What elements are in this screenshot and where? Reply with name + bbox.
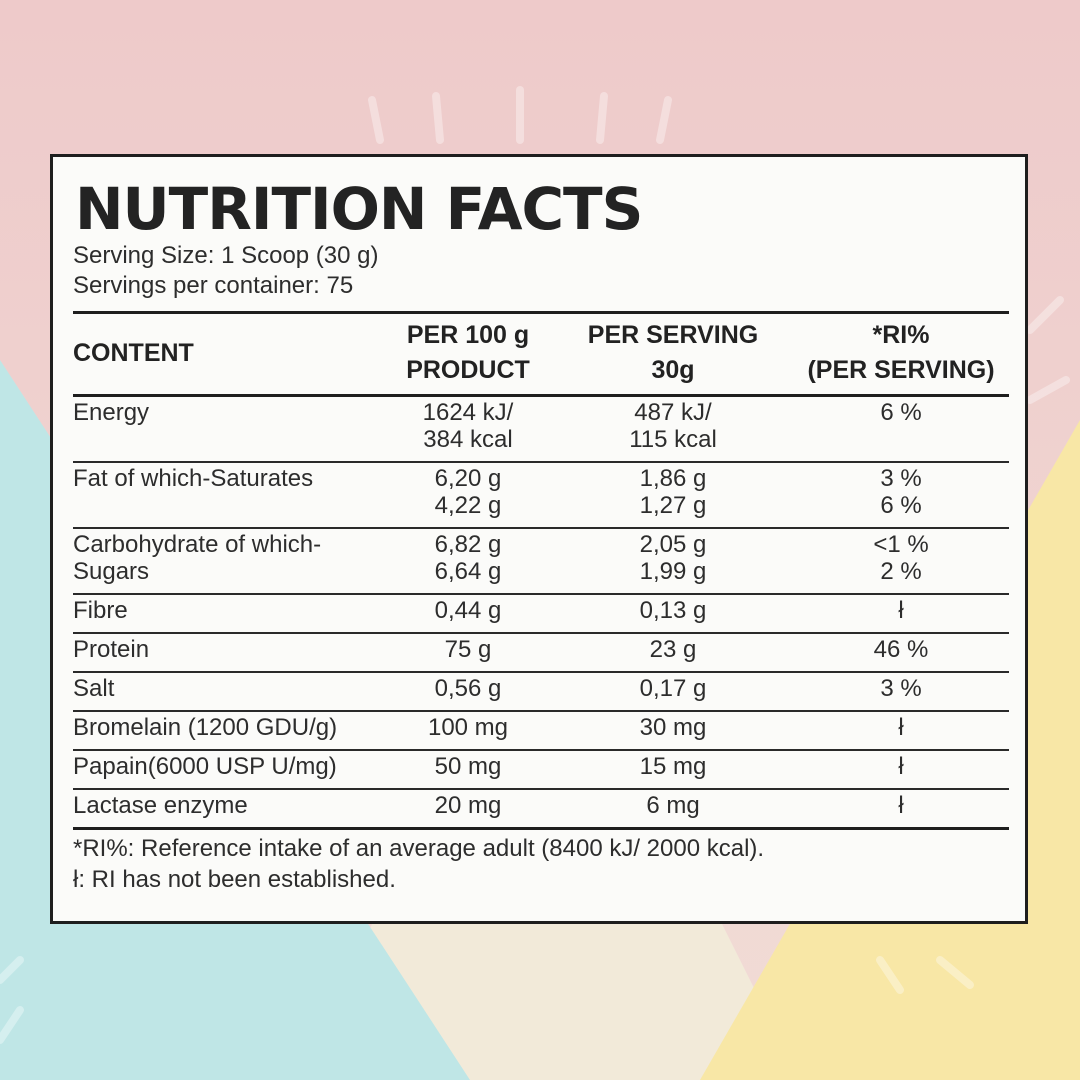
- value-per-100g: 20 mg: [383, 789, 553, 830]
- nutrient-name: Protein: [73, 633, 383, 673]
- nutrient-name: Salt: [73, 672, 383, 712]
- value-per-serving: 23 g: [553, 633, 793, 673]
- value-ri-percent-line: ł: [898, 792, 904, 819]
- value-per-serving-line: 15 mg: [639, 753, 707, 780]
- value-per-serving-line: 1,86 g: [639, 465, 707, 492]
- table-row: Fat of which-Saturates 6,20 g 4,22 g 1,86 g…: [73, 462, 1009, 529]
- value-per-serving-line: 115 kcal: [629, 426, 717, 453]
- table-row: Lactase enzyme 20 mg 6 mg ł: [73, 789, 1009, 830]
- value-per-serving-line: 1,99 g: [639, 558, 707, 585]
- value-per-serving-line: 23 g: [649, 636, 697, 663]
- value-ri-percent-line: ł: [898, 597, 904, 624]
- header-per-serving: PER SERVING 30g: [553, 311, 793, 397]
- value-per-serving-line: 0,17 g: [639, 675, 707, 702]
- value-ri-percent: 46 %: [793, 633, 1009, 673]
- value-ri-percent: 6 %: [793, 395, 1009, 463]
- nutrition-table: CONTENT PER 100 g PRODUCT PER SERVING 30…: [73, 311, 1009, 830]
- value-per-100g-line: 384 kcal: [423, 426, 513, 453]
- table-row: Energy 1624 kJ/384 kcal 487 kJ/115 kcal 6 %: [73, 395, 1009, 463]
- value-per-100g-line: 20 mg: [434, 792, 502, 819]
- value-ri-percent: ł: [793, 711, 1009, 751]
- value-ri-percent: 3 %: [793, 672, 1009, 712]
- value-ri-percent: <1 % 2 %: [793, 528, 1009, 595]
- servings-per-container: Servings per container: 75: [73, 272, 354, 299]
- value-per-serving: 30 mg: [553, 711, 793, 751]
- header-per-100g: PER 100 g PRODUCT: [383, 311, 553, 397]
- nutrient-name: Papain(6000 USP U/mg): [73, 750, 383, 790]
- nutrient-name: Carbohydrate of which-Sugars: [73, 528, 383, 595]
- footnote-not-established: ł: RI has not been established.: [73, 866, 396, 893]
- value-per-100g: 75 g: [383, 633, 553, 673]
- table-header-row: CONTENT PER 100 g PRODUCT PER SERVING 30…: [73, 311, 1009, 397]
- value-per-100g-line: 4,22 g: [434, 492, 502, 519]
- value-ri-percent-line: 3 %: [880, 675, 922, 702]
- table-row: Protein 75 g 23 g 46 %: [73, 633, 1009, 673]
- value-ri-percent-line: 3 %: [880, 465, 922, 492]
- serving-size: Serving Size: 1 Scoop (30 g): [73, 242, 379, 269]
- value-per-100g-line: 100 mg: [427, 714, 509, 741]
- value-per-serving: 15 mg: [553, 750, 793, 790]
- nutrient-name: Lactase enzyme: [73, 789, 383, 830]
- value-per-100g-line: 0,44 g: [434, 597, 502, 624]
- value-per-serving-line: 0,13 g: [639, 597, 707, 624]
- value-per-serving: 487 kJ/115 kcal: [553, 395, 793, 463]
- value-per-serving-line: 1,27 g: [639, 492, 707, 519]
- value-ri-percent-line: 2 %: [880, 558, 922, 585]
- nutrient-name: Energy: [73, 395, 383, 463]
- value-per-serving: 6 mg: [553, 789, 793, 830]
- nutrient-name: Fat of which-Saturates: [73, 462, 383, 529]
- table-row: Bromelain (1200 GDU/g) 100 mg 30 mg ł: [73, 711, 1009, 751]
- value-ri-percent: ł: [793, 789, 1009, 830]
- table-row: Salt 0,56 g 0,17 g 3 %: [73, 672, 1009, 712]
- footnotes: *RI%: Reference intake of an average adu…: [73, 833, 764, 895]
- value-per-100g-line: 6,82 g: [434, 531, 502, 558]
- value-per-100g: 1624 kJ/384 kcal: [383, 395, 553, 463]
- value-ri-percent-line: ł: [898, 753, 904, 780]
- footnote-ri: *RI%: Reference intake of an average adu…: [73, 835, 765, 862]
- value-per-100g-line: 1624 kJ/: [422, 399, 514, 426]
- value-per-serving-line: 6 mg: [646, 792, 700, 819]
- value-per-100g-line: 6,20 g: [434, 465, 502, 492]
- value-per-100g: 6,20 g 4,22 g: [383, 462, 553, 529]
- value-per-serving-line: 30 mg: [639, 714, 707, 741]
- value-per-100g-line: 75 g: [444, 636, 492, 663]
- nutrition-facts-panel: NUTRITION FACTS Serving Size: 1 Scoop (3…: [50, 154, 1028, 924]
- value-per-100g: 0,44 g: [383, 594, 553, 634]
- table-row: Papain(6000 USP U/mg) 50 mg 15 mg ł: [73, 750, 1009, 790]
- header-content: CONTENT: [73, 311, 383, 397]
- value-ri-percent-line: ł: [898, 714, 904, 741]
- value-ri-percent-line: 46 %: [873, 636, 929, 663]
- value-ri-percent: ł: [793, 594, 1009, 634]
- value-per-100g: 6,82 g 6,64 g: [383, 528, 553, 595]
- nutrient-name: Fibre: [73, 594, 383, 634]
- value-per-100g: 100 mg: [383, 711, 553, 751]
- header-ri-percent: *RI% (PER SERVING): [793, 311, 1009, 397]
- value-per-100g: 50 mg: [383, 750, 553, 790]
- value-per-100g-line: 50 mg: [434, 753, 502, 780]
- label-title: NUTRITION FACTS: [75, 175, 643, 243]
- table-row: Fibre 0,44 g 0,13 g ł: [73, 594, 1009, 634]
- value-ri-percent: ł: [793, 750, 1009, 790]
- nutrient-name: Bromelain (1200 GDU/g): [73, 711, 383, 751]
- value-ri-percent-line: <1 %: [873, 531, 929, 558]
- table-row: Carbohydrate of which-Sugars 6,82 g 6,64 g…: [73, 528, 1009, 595]
- value-per-100g-line: 0,56 g: [434, 675, 502, 702]
- value-per-serving: 0,13 g: [553, 594, 793, 634]
- value-ri-percent: 3 % 6 %: [793, 462, 1009, 529]
- value-ri-percent-line: 6 %: [880, 399, 922, 426]
- value-per-100g-line: 6,64 g: [434, 558, 502, 585]
- value-per-100g: 0,56 g: [383, 672, 553, 712]
- value-per-serving-line: 2,05 g: [639, 531, 707, 558]
- value-per-serving: 1,86 g 1,27 g: [553, 462, 793, 529]
- value-per-serving: 2,05 g 1,99 g: [553, 528, 793, 595]
- value-per-serving-line: 487 kJ/: [634, 399, 712, 426]
- value-ri-percent-line: 6 %: [880, 492, 922, 519]
- value-per-serving: 0,17 g: [553, 672, 793, 712]
